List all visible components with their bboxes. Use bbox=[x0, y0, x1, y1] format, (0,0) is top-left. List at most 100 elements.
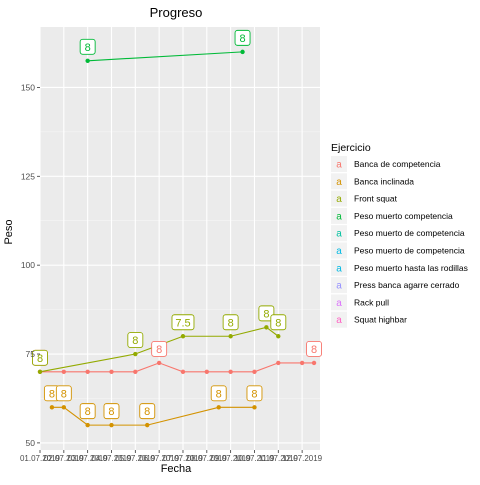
data-label-box bbox=[55, 385, 72, 402]
data-label: 8 bbox=[49, 388, 55, 400]
data-label-box bbox=[103, 403, 120, 420]
legend-key-bg bbox=[331, 173, 347, 190]
y-tick-label: 75 bbox=[26, 349, 36, 359]
legend-key: a bbox=[336, 211, 342, 222]
data-label-box bbox=[222, 314, 239, 331]
series-line bbox=[39, 326, 279, 373]
x-tick-label: 05.07.2019 bbox=[115, 454, 156, 463]
data-label: 8 bbox=[311, 344, 317, 356]
data-point bbox=[180, 369, 186, 374]
legend-label: Squat highbar bbox=[354, 315, 407, 325]
legend-key: a bbox=[336, 281, 342, 292]
legend-label: Banca inclinada bbox=[354, 176, 414, 186]
x-tick-label: 12.07.2019 bbox=[282, 454, 323, 463]
data-label: 7.5 bbox=[175, 317, 190, 329]
data-point bbox=[133, 351, 138, 357]
legend-label: Peso muerto de competencia bbox=[354, 246, 465, 256]
data-label: 8 bbox=[61, 388, 67, 400]
data-label: 8 bbox=[228, 317, 234, 329]
data-label-box bbox=[306, 340, 322, 357]
data-label: 8 bbox=[156, 344, 162, 356]
legend-key-bg bbox=[331, 207, 347, 224]
x-tick-label: 10.07.2019 bbox=[234, 454, 275, 463]
data-label: 8 bbox=[239, 33, 245, 45]
legend-key-bg bbox=[331, 242, 347, 259]
data-label-box bbox=[246, 385, 263, 402]
data-label: 8 bbox=[216, 388, 222, 400]
grid-lines bbox=[39, 27, 320, 450]
data-point bbox=[145, 422, 150, 428]
y-tick-label: 100 bbox=[21, 260, 35, 270]
data-point bbox=[228, 369, 233, 374]
legend-label: Peso muerto de competencia bbox=[354, 228, 465, 238]
data-label-box bbox=[139, 403, 156, 420]
data-point bbox=[85, 58, 90, 63]
legend-title: Ejercicio bbox=[331, 142, 371, 154]
legend-label: Peso muerto competencia bbox=[354, 211, 453, 221]
data-point bbox=[61, 405, 67, 410]
data-point bbox=[252, 405, 257, 410]
legend-key-bg bbox=[331, 190, 347, 207]
data-point bbox=[216, 405, 221, 410]
data-label: 8 bbox=[263, 308, 269, 320]
legend-key: a bbox=[336, 177, 342, 188]
legend-key: a bbox=[336, 160, 342, 171]
data-point bbox=[85, 422, 90, 428]
data-label-box bbox=[234, 29, 251, 46]
data-point bbox=[61, 369, 67, 374]
data-label: 8 bbox=[108, 406, 114, 418]
x-tick-label: 02.07.2019 bbox=[44, 454, 85, 463]
x-tick-label: 07.07.2019 bbox=[163, 454, 204, 463]
x-tick-label: 04.07.2019 bbox=[91, 454, 132, 463]
data-label: 8 bbox=[37, 353, 43, 365]
data-label: 8 bbox=[275, 317, 281, 329]
data-label-box bbox=[171, 314, 195, 331]
legend-key-bg bbox=[331, 259, 347, 276]
data-label-box bbox=[270, 314, 287, 331]
data-point bbox=[156, 360, 162, 366]
data-point bbox=[85, 369, 90, 374]
series-line bbox=[87, 51, 243, 62]
legend-label: Rack pull bbox=[354, 297, 389, 307]
data-point bbox=[49, 405, 55, 410]
legend-key: a bbox=[336, 194, 342, 205]
data-label-box bbox=[151, 340, 168, 357]
legend-key: a bbox=[336, 246, 342, 257]
x-tick-label: 06.07.2019 bbox=[139, 454, 180, 463]
data-point bbox=[204, 369, 210, 374]
data-label-box bbox=[127, 332, 144, 348]
x-tick-label: 01.07.2019 bbox=[20, 454, 61, 463]
legend-label: Banca de competencia bbox=[354, 159, 441, 169]
y-axis-label: Peso bbox=[3, 219, 15, 244]
legend-key: a bbox=[336, 263, 342, 274]
data-label-box bbox=[79, 403, 96, 420]
data-label: 8 bbox=[85, 406, 91, 418]
legend-key: a bbox=[336, 315, 342, 326]
x-tick-label: 11.07.2019 bbox=[259, 454, 299, 463]
x-tick-label: 09.07.2019 bbox=[211, 454, 252, 463]
y-axis: 50 75 100 125 150 bbox=[21, 82, 40, 448]
data-label-box bbox=[210, 385, 227, 402]
data-point bbox=[228, 334, 233, 339]
data-point bbox=[37, 369, 43, 374]
data-point bbox=[180, 334, 186, 339]
y-tick-label: 125 bbox=[21, 171, 35, 181]
legend-key: a bbox=[336, 229, 342, 240]
legend-key-bg bbox=[331, 225, 347, 242]
data-label-box bbox=[32, 349, 48, 366]
data-label-box bbox=[258, 305, 275, 322]
legend-key-bg bbox=[331, 311, 347, 328]
data-label: 8 bbox=[85, 42, 91, 54]
legend-label: Front squat bbox=[354, 194, 398, 204]
data-point bbox=[276, 360, 281, 366]
data-point bbox=[264, 325, 269, 330]
x-axis-label: Fecha bbox=[161, 463, 192, 475]
x-tick-label: 08.07.2019 bbox=[187, 454, 228, 463]
data-label: 8 bbox=[144, 406, 150, 418]
data-point bbox=[240, 49, 245, 55]
y-tick-label: 150 bbox=[21, 82, 35, 92]
data-point bbox=[109, 369, 114, 374]
legend-key: a bbox=[336, 298, 342, 309]
